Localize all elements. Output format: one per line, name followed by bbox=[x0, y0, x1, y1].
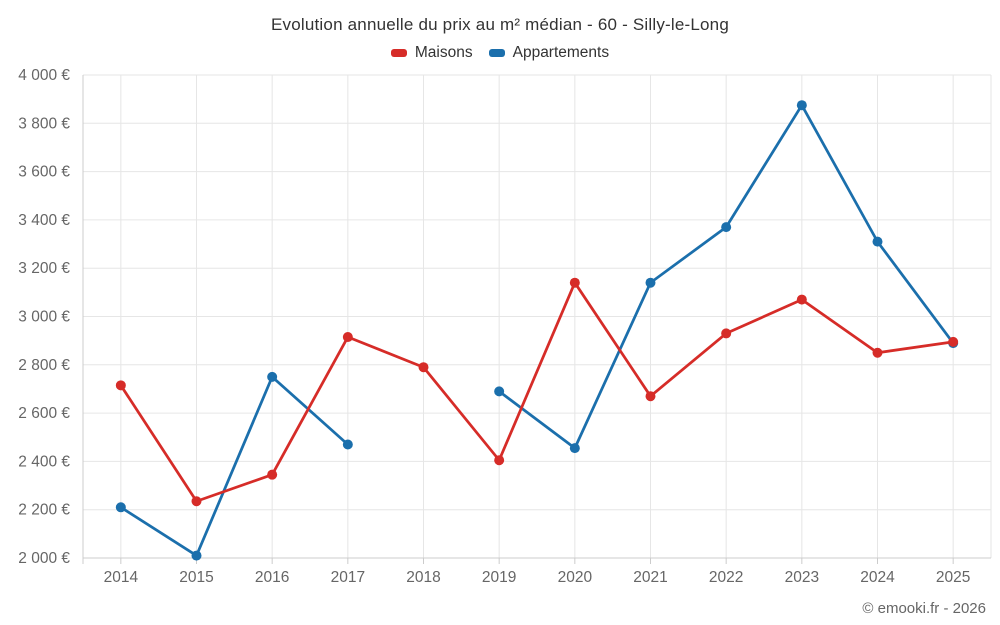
svg-text:2 600 €: 2 600 € bbox=[18, 405, 70, 422]
legend-item-maisons[interactable]: Maisons bbox=[390, 44, 473, 62]
svg-text:2015: 2015 bbox=[179, 569, 213, 586]
maisons-legend-swatch-icon bbox=[390, 49, 407, 57]
svg-text:2 400 €: 2 400 € bbox=[18, 453, 70, 470]
svg-text:2 200 €: 2 200 € bbox=[18, 502, 70, 519]
svg-text:2021: 2021 bbox=[633, 569, 667, 586]
svg-text:3 400 €: 3 400 € bbox=[18, 212, 70, 229]
svg-text:2019: 2019 bbox=[482, 569, 516, 586]
svg-text:2014: 2014 bbox=[104, 569, 139, 586]
legend-item-label: Appartements bbox=[512, 44, 610, 61]
credits-link[interactable]: © emooki.fr - 2026 bbox=[862, 600, 986, 617]
svg-text:3 000 €: 3 000 € bbox=[18, 309, 70, 326]
svg-text:2 000 €: 2 000 € bbox=[18, 550, 70, 567]
svg-text:3 800 €: 3 800 € bbox=[18, 115, 70, 132]
svg-text:3 200 €: 3 200 € bbox=[18, 260, 70, 277]
svg-text:2022: 2022 bbox=[709, 569, 743, 586]
svg-text:2016: 2016 bbox=[255, 569, 289, 586]
svg-text:4 000 €: 4 000 € bbox=[18, 67, 70, 84]
appartements-legend-swatch-icon bbox=[488, 49, 505, 57]
chart-title: Evolution annuelle du prix au m² médian … bbox=[270, 15, 729, 34]
svg-text:2024: 2024 bbox=[860, 569, 895, 586]
chart-legend: Maisons Appartements bbox=[0, 44, 1000, 62]
legend-item-label: Maisons bbox=[414, 44, 473, 61]
svg-text:2025: 2025 bbox=[936, 569, 970, 586]
svg-text:3 600 €: 3 600 € bbox=[18, 164, 70, 181]
svg-text:2023: 2023 bbox=[785, 569, 819, 586]
svg-text:2020: 2020 bbox=[558, 569, 593, 586]
svg-text:2 800 €: 2 800 € bbox=[18, 357, 70, 374]
legend-item-appartements[interactable]: Appartements bbox=[488, 44, 610, 62]
svg-text:2018: 2018 bbox=[406, 569, 440, 586]
svg-text:2017: 2017 bbox=[331, 569, 365, 586]
